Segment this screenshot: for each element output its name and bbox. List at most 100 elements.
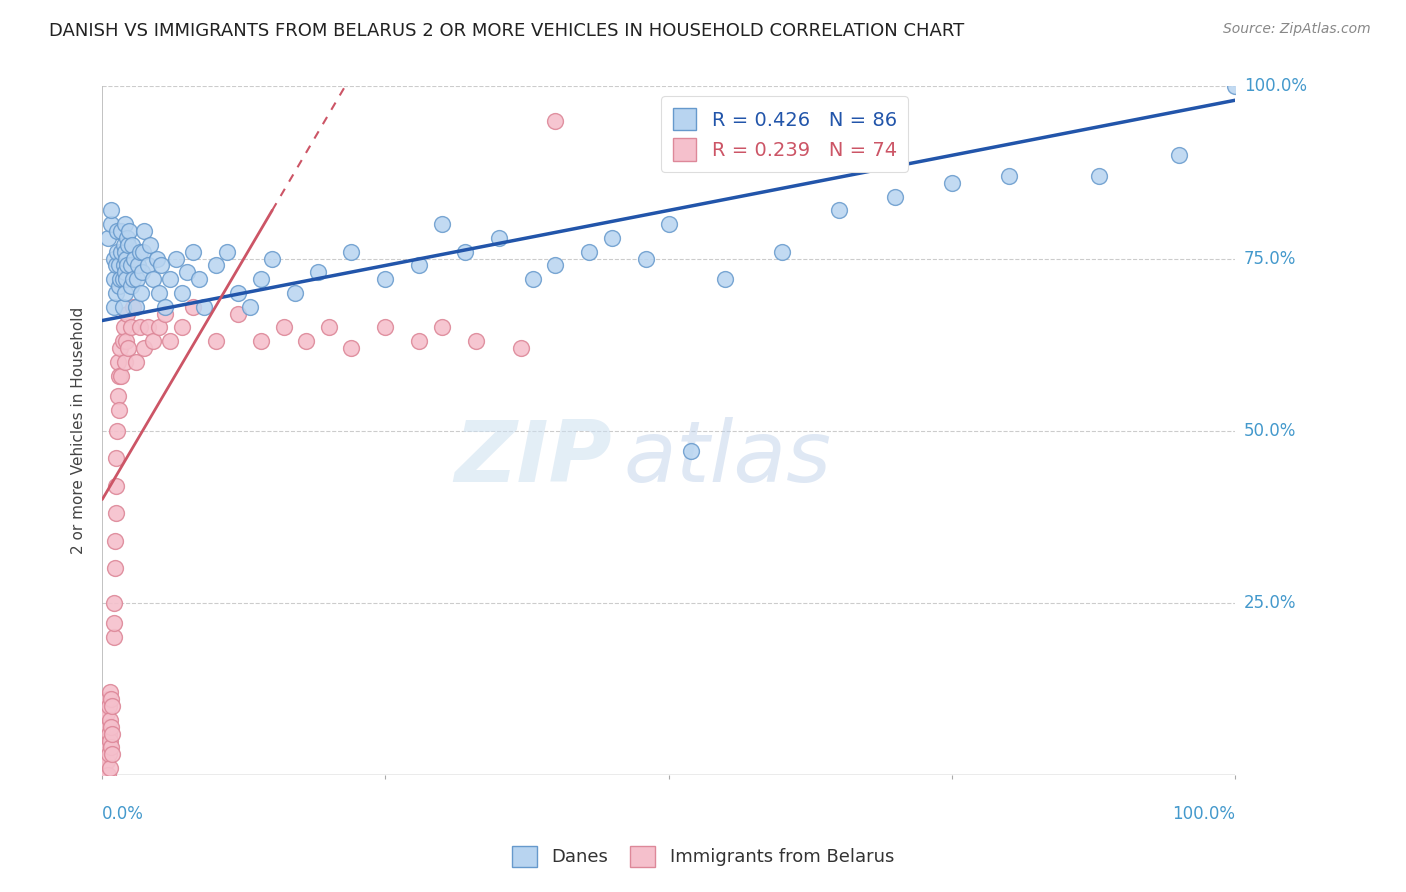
Point [226, 307, 249, 321]
Point [454, 244, 477, 259]
Point [120, 279, 142, 293]
Point [112, 320, 135, 334]
Point [170, 285, 193, 300]
Point [127, 259, 149, 273]
Point [112, 237, 135, 252]
Point [131, 265, 153, 279]
Point [187, 272, 209, 286]
Point [105, 424, 128, 438]
Point [165, 252, 187, 266]
Point [112, 259, 135, 273]
Point [97, 768, 120, 782]
Point [117, 237, 139, 252]
Point [103, 596, 125, 610]
Point [658, 217, 681, 231]
Point [103, 630, 125, 644]
Point [115, 252, 138, 266]
Point [108, 368, 131, 383]
Point [105, 224, 128, 238]
Point [98, 699, 121, 714]
Point [153, 307, 176, 321]
Point [1088, 169, 1111, 183]
Point [110, 224, 132, 238]
Point [103, 300, 125, 314]
Point [101, 699, 124, 714]
Text: 25.0%: 25.0% [1244, 594, 1296, 612]
Point [104, 561, 127, 575]
Text: DANISH VS IMMIGRANTS FROM BELARUS 2 OR MORE VEHICLES IN HOUSEHOLD CORRELATION CH: DANISH VS IMMIGRANTS FROM BELARUS 2 OR M… [49, 22, 965, 40]
Point [100, 720, 122, 734]
Point [104, 479, 127, 493]
Point [142, 334, 165, 348]
Point [100, 217, 122, 231]
Text: ZIP: ZIP [454, 417, 612, 500]
Point [93, 747, 115, 762]
Point [215, 244, 238, 259]
Point [181, 244, 204, 259]
Point [115, 259, 138, 273]
Point [104, 506, 127, 520]
Point [997, 169, 1019, 183]
Point [125, 355, 148, 369]
Text: atlas: atlas [623, 417, 831, 500]
Point [374, 272, 396, 286]
Point [101, 747, 124, 762]
Point [111, 272, 134, 286]
Point [94, 768, 117, 782]
Point [170, 320, 193, 334]
Point [101, 726, 124, 740]
Point [145, 252, 167, 266]
Point [105, 244, 128, 259]
Point [100, 740, 122, 755]
Point [295, 334, 318, 348]
Point [204, 334, 226, 348]
Point [98, 685, 121, 699]
Point [284, 285, 307, 300]
Text: 100.0%: 100.0% [1173, 805, 1236, 823]
Point [828, 203, 851, 218]
Point [97, 692, 120, 706]
Point [97, 740, 120, 755]
Point [181, 300, 204, 314]
Point [103, 252, 125, 266]
Point [681, 444, 703, 458]
Point [159, 272, 181, 286]
Point [98, 713, 121, 727]
Legend: R = 0.426   N = 86, R = 0.239   N = 74: R = 0.426 N = 86, R = 0.239 N = 74 [661, 96, 908, 172]
Point [193, 300, 215, 314]
Point [97, 231, 120, 245]
Point [120, 259, 142, 273]
Point [100, 203, 122, 218]
Point [107, 389, 129, 403]
Point [159, 334, 181, 348]
Point [132, 244, 155, 259]
Point [96, 706, 118, 720]
Point [127, 272, 149, 286]
Point [430, 217, 453, 231]
Point [98, 747, 121, 762]
Point [204, 259, 226, 273]
Point [98, 761, 121, 775]
Point [238, 300, 260, 314]
Point [114, 355, 136, 369]
Text: 0.0%: 0.0% [103, 805, 143, 823]
Point [94, 740, 117, 755]
Point [250, 272, 273, 286]
Point [97, 720, 120, 734]
Point [121, 300, 143, 314]
Point [226, 285, 249, 300]
Point [134, 224, 156, 238]
Point [98, 733, 121, 747]
Point [430, 320, 453, 334]
Point [94, 720, 117, 734]
Point [250, 334, 273, 348]
Point [465, 334, 488, 348]
Point [110, 272, 132, 286]
Point [104, 259, 127, 273]
Point [307, 265, 329, 279]
Point [884, 189, 907, 203]
Point [114, 244, 136, 259]
Point [544, 259, 567, 273]
Point [107, 355, 129, 369]
Point [770, 244, 793, 259]
